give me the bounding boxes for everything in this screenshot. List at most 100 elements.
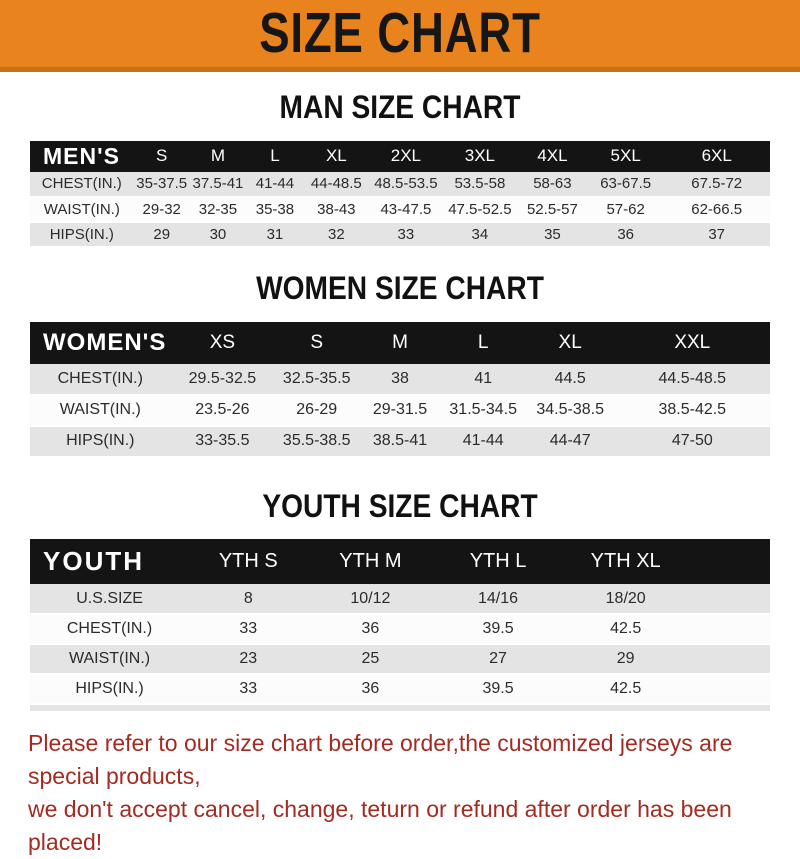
measurement-cell: 8 <box>189 584 308 616</box>
row-label: U.S.SIZE <box>30 584 190 616</box>
filler-cell <box>688 614 770 646</box>
size-column-header: S <box>274 321 360 364</box>
size-column-header: 6XL <box>663 140 770 172</box>
measurement-cell: 37 <box>663 221 770 248</box>
order-note-line2: we don't accept cancel, change, teturn o… <box>28 796 732 856</box>
measurement-cell: 32.5-35.5 <box>274 363 360 396</box>
measurement-cell: 53.5-58 <box>442 171 517 198</box>
measurement-cell: 41-44 <box>246 171 304 198</box>
youth-ussize-row: U.S.SIZE 8 10/12 14/16 18/20 <box>30 584 770 616</box>
measurement-cell: 44-48.5 <box>303 171 369 198</box>
size-column-header: XS <box>170 321 275 364</box>
youth-table-title: YOUTH <box>30 539 190 585</box>
size-column-header: 4XL <box>516 140 588 172</box>
youth-waist-row: WAIST(IN.) 23 25 27 29 <box>30 644 770 676</box>
size-column-header: YTH S <box>189 539 308 585</box>
measurement-cell: 33 <box>189 614 308 646</box>
youth-table-bottom-strip <box>30 705 770 712</box>
measurement-cell: 38 <box>359 363 441 396</box>
measurement-cell: 33 <box>368 221 443 248</box>
youth-size-table: YOUTH YTH S YTH M YTH L YTH XL U.S.SIZE … <box>30 539 770 706</box>
row-label: WAIST(IN.) <box>30 196 134 223</box>
size-column-header: XXL <box>614 321 770 364</box>
measurement-cell: 35.5-38.5 <box>274 425 360 458</box>
measurement-cell: 10/12 <box>307 584 434 616</box>
measurement-cell: 35-38 <box>246 196 304 223</box>
measurement-cell: 48.5-53.5 <box>368 171 443 198</box>
size-column-header: 3XL <box>442 140 517 172</box>
row-label: HIPS(IN.) <box>30 425 171 458</box>
size-column-header: 2XL <box>368 140 443 172</box>
order-note: Please refer to our size chart before or… <box>28 727 772 859</box>
measurement-cell: 29.5-32.5 <box>170 363 275 396</box>
measurement-cell: 42.5 <box>562 614 689 646</box>
header-filler-cell <box>688 539 770 585</box>
measurement-cell: 41-44 <box>440 425 526 458</box>
measurement-cell: 29 <box>562 644 689 676</box>
size-column-header: L <box>440 321 526 364</box>
measurement-cell: 47-50 <box>614 425 770 458</box>
order-note-line1: Please refer to our size chart before or… <box>28 730 733 790</box>
measurement-cell: 14/16 <box>433 584 563 616</box>
size-column-header: XL <box>303 140 369 172</box>
measurement-cell: 43-47.5 <box>368 196 443 223</box>
measurement-cell: 29 <box>133 221 190 248</box>
measurement-cell: 32 <box>303 221 369 248</box>
measurement-cell: 35-37.5 <box>133 171 190 198</box>
men-hips-row: HIPS(IN.) 29 30 31 32 33 34 35 36 37 <box>30 221 770 248</box>
measurement-cell: 29-31.5 <box>359 394 441 427</box>
filler-cell <box>688 584 770 616</box>
women-section-heading: WOMEN SIZE CHART <box>256 269 544 306</box>
row-label: CHEST(IN.) <box>30 614 190 646</box>
measurement-cell: 44.5-48.5 <box>614 363 770 396</box>
measurement-cell: 57-62 <box>587 196 664 223</box>
measurement-cell: 63-67.5 <box>587 171 664 198</box>
women-size-table: WOMEN'S XS S M L XL XXL CHEST(IN.) 29.5-… <box>30 321 770 458</box>
size-column-header: 5XL <box>587 140 664 172</box>
size-column-header: M <box>359 321 441 364</box>
size-column-header: L <box>246 140 304 172</box>
measurement-cell: 37.5-41 <box>189 171 247 198</box>
measurement-cell: 29-32 <box>133 196 190 223</box>
measurement-cell: 34 <box>442 221 517 248</box>
measurement-cell: 26-29 <box>274 394 360 427</box>
men-header-row: MEN'S S M L XL 2XL 3XL 4XL 5XL 6XL <box>30 140 770 172</box>
measurement-cell: 42.5 <box>562 674 689 706</box>
measurement-cell: 39.5 <box>433 674 563 706</box>
measurement-cell: 47.5-52.5 <box>442 196 517 223</box>
men-chest-row: CHEST(IN.) 35-37.5 37.5-41 41-44 44-48.5… <box>30 171 770 198</box>
measurement-cell: 52.5-57 <box>516 196 588 223</box>
measurement-cell: 18/20 <box>562 584 689 616</box>
measurement-cell: 23 <box>189 644 308 676</box>
filler-cell <box>688 644 770 676</box>
measurement-cell: 36 <box>307 614 434 646</box>
measurement-cell: 44.5 <box>525 363 615 396</box>
size-column-header: XL <box>525 321 615 364</box>
measurement-cell: 35 <box>516 221 588 248</box>
page-title: SIZE CHART <box>259 1 541 65</box>
filler-cell <box>688 674 770 706</box>
measurement-cell: 38.5-41 <box>359 425 441 458</box>
size-column-header: YTH M <box>307 539 434 585</box>
measurement-cell: 38-43 <box>303 196 369 223</box>
measurement-cell: 58-63 <box>516 171 588 198</box>
measurement-cell: 44-47 <box>525 425 615 458</box>
men-table-title: MEN'S <box>30 140 134 172</box>
measurement-cell: 36 <box>307 674 434 706</box>
men-size-table: MEN'S S M L XL 2XL 3XL 4XL 5XL 6XL CHEST… <box>30 140 770 248</box>
measurement-cell: 31 <box>246 221 304 248</box>
women-header-row: WOMEN'S XS S M L XL XXL <box>30 321 770 364</box>
men-section-heading: MAN SIZE CHART <box>279 89 521 125</box>
measurement-cell: 25 <box>307 644 434 676</box>
row-label: WAIST(IN.) <box>30 644 190 676</box>
size-column-header: S <box>133 140 190 172</box>
women-waist-row: WAIST(IN.) 23.5-26 26-29 29-31.5 31.5-34… <box>30 394 770 427</box>
row-label: CHEST(IN.) <box>30 363 171 396</box>
banner: SIZE CHART <box>0 0 800 72</box>
size-column-header: YTH XL <box>562 539 689 585</box>
measurement-cell: 67.5-72 <box>663 171 770 198</box>
size-column-header: YTH L <box>433 539 563 585</box>
women-chest-row: CHEST(IN.) 29.5-32.5 32.5-35.5 38 41 44.… <box>30 363 770 396</box>
measurement-cell: 33 <box>189 674 308 706</box>
youth-section-heading: YOUTH SIZE CHART <box>262 487 538 524</box>
